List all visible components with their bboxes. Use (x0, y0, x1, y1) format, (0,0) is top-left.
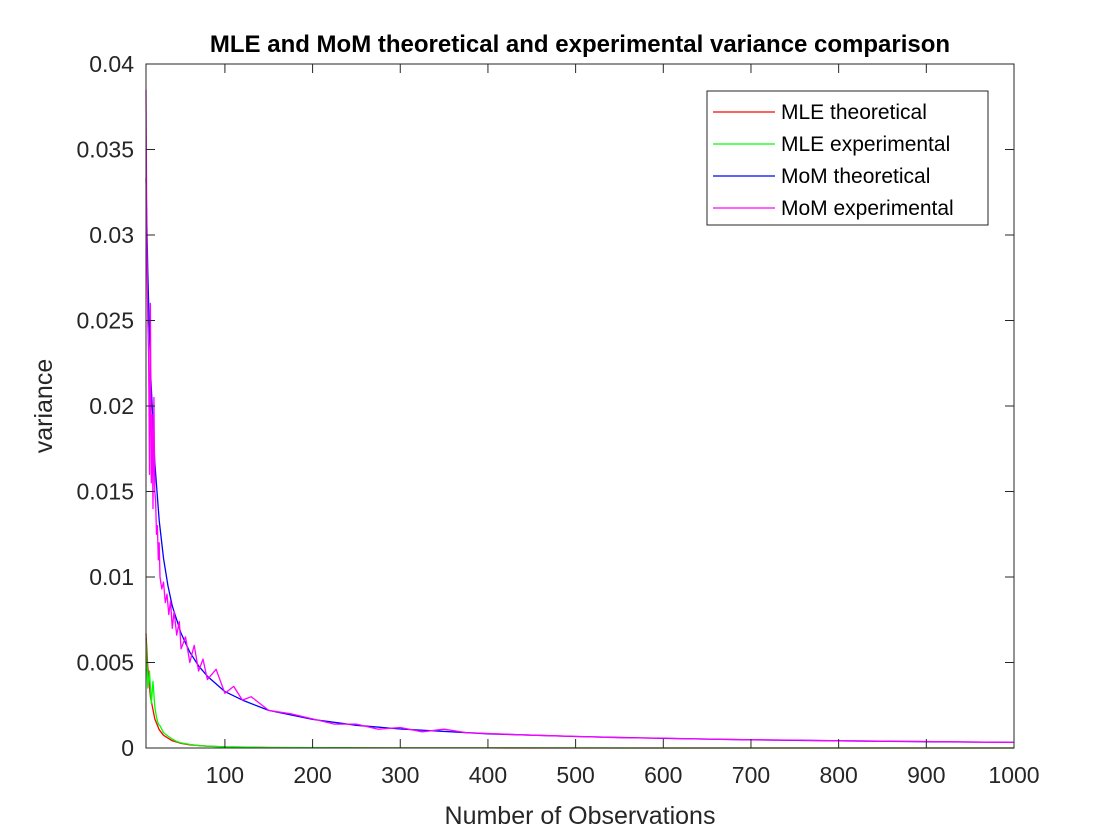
x-tick-label: 1000 (988, 762, 1039, 788)
x-tick-label: 800 (819, 762, 857, 788)
y-tick-label: 0.025 (76, 308, 134, 334)
x-tick-label: 600 (644, 762, 682, 788)
legend-entry-label: MoM experimental (781, 197, 954, 220)
y-tick-label: 0 (121, 735, 134, 761)
chart-title: MLE and MoM theoretical and experimental… (210, 31, 950, 58)
legend: MLE theoretical MLE experimental MoM theor… (706, 90, 989, 226)
legend-entry-label: MoM theoretical (781, 165, 930, 188)
x-tick-label: 900 (907, 762, 945, 788)
y-axis-label: variance (30, 359, 58, 454)
y-tick-label: 0.015 (76, 479, 134, 505)
legend-entry-label: MLE theoretical (781, 101, 927, 124)
x-tick-label: 200 (293, 762, 331, 788)
tick-layer: 100 200 300 400 500 600 700 800 900 1000 0 0.005 0.0… (76, 51, 1039, 788)
y-tick-label: 0.005 (76, 650, 134, 676)
y-tick-label: 0.04 (89, 51, 134, 77)
x-axis-label: Number of Observations (445, 802, 716, 830)
y-tick-label: 0.01 (89, 564, 134, 590)
x-tick-label: 300 (381, 762, 419, 788)
x-tick-label: 700 (732, 762, 770, 788)
x-tick-label: 100 (206, 762, 244, 788)
legend-box (706, 90, 989, 226)
y-tick-label: 0.02 (89, 393, 134, 419)
series-line-mom-experimental (145, 89, 1015, 744)
x-tick-label: 500 (556, 762, 594, 788)
y-tick-label: 0.035 (76, 137, 134, 163)
y-tick-label: 0.03 (89, 222, 134, 248)
x-tick-label: 400 (469, 762, 507, 788)
legend-entry-label: MLE experimental (781, 133, 950, 156)
